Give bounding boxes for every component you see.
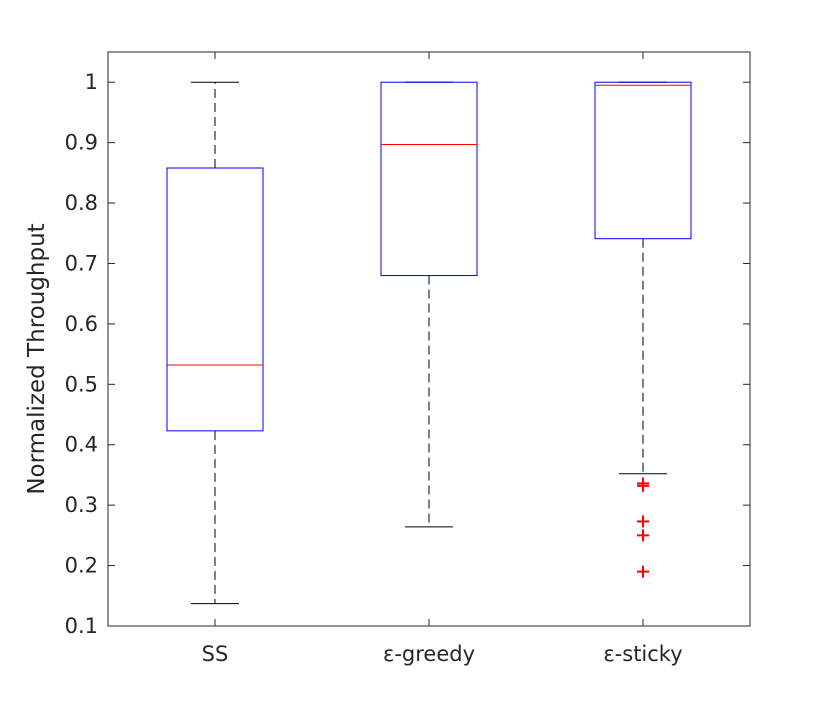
box-1 [380,81,478,528]
y-axis-title: Normalized Throughput [24,223,50,494]
y-tick-label: 0.4 [65,433,98,457]
y-tick-label: 0.1 [65,614,98,638]
box-2 [594,81,692,578]
outlier-marker [637,529,649,542]
outlier-marker [637,565,649,578]
x-axis-tick-labels: SS ε-greedy ε-sticky [202,642,683,666]
y-tick-label: 1 [85,70,98,94]
y-tick-label: 0.9 [65,131,98,155]
box-plot-series [166,81,692,605]
interquartile-box [166,167,264,432]
y-tick-label: 0.5 [65,372,98,396]
interquartile-box [594,81,692,240]
plot-area-frame [107,51,751,627]
tick-marks [108,52,750,627]
outlier-marker [637,479,649,492]
y-tick-label: 0.7 [65,251,98,275]
box-0 [166,81,264,605]
y-tick-label: 0.2 [65,554,98,578]
x-tick-label-epsilon-sticky: ε-sticky [603,642,682,666]
x-tick-label-epsilon-greedy: ε-greedy [383,642,475,666]
interquartile-box [380,81,478,277]
x-tick-label-ss: SS [202,642,229,666]
y-axis-tick-labels: 0.1 0.2 0.3 0.4 0.5 0.6 0.7 0.8 0.9 1 [65,70,98,638]
y-tick-label: 0.8 [65,191,98,215]
outlier-marker [637,515,649,528]
y-tick-label: 0.6 [65,312,98,336]
y-tick-label: 0.3 [65,493,98,517]
